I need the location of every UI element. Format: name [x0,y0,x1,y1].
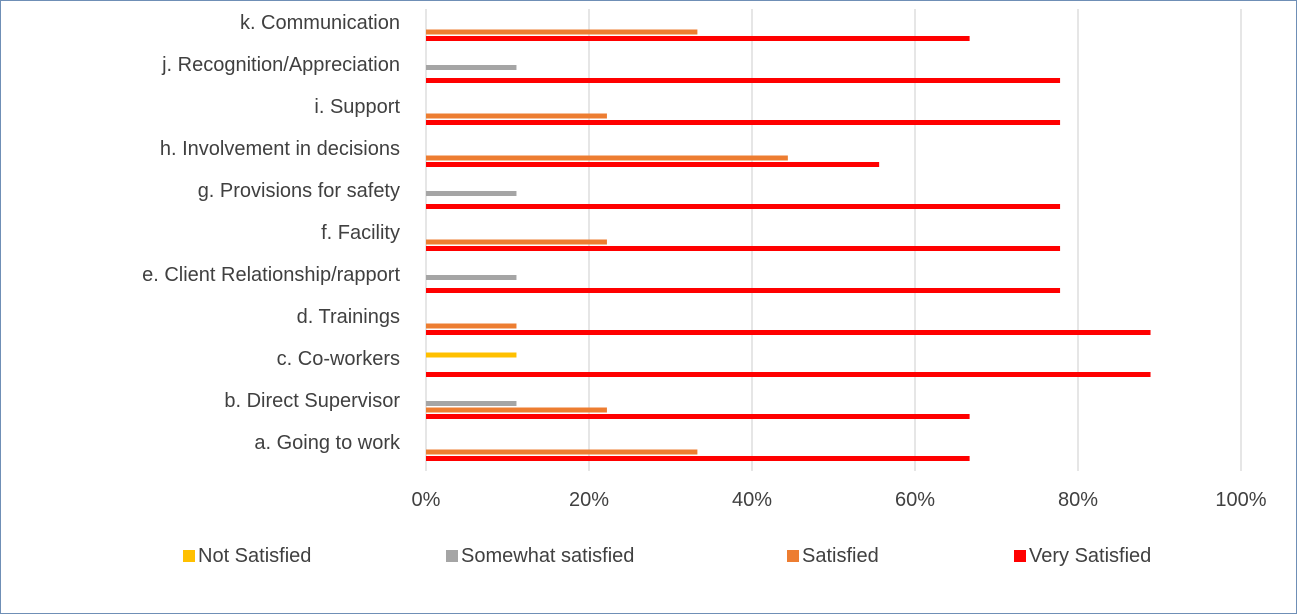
category-label: i. Support [314,96,400,118]
bar-1-4 [426,456,970,461]
legend-swatch [1014,550,1026,562]
bar-2-4 [426,414,970,419]
legend: Not Satisfied Somewhat satisfied Satisfied… [183,545,1151,567]
legend-swatch [787,550,799,562]
category-label: b. Direct Supervisor [224,390,400,412]
bar-5-2 [426,275,517,280]
bar-6-4 [426,246,1061,251]
legend-item: Not Satisfied [183,545,311,567]
x-tick-label: 40% [732,489,772,511]
legend-label: Not Satisfied [198,545,311,567]
bar-4-4 [426,330,1151,335]
bar-9-3 [426,113,607,119]
bar-3-4 [426,372,1151,377]
bar-5-4 [426,288,1061,293]
bar-8-4 [426,162,880,167]
x-tick-label: 60% [895,489,935,511]
bars [426,29,1151,461]
legend-item: Somewhat satisfied [446,545,634,567]
category-label: h. Involvement in decisions [160,138,400,160]
bar-6-3 [426,239,607,245]
bar-7-4 [426,204,1061,209]
bar-4-3 [426,323,517,329]
category-label: a. Going to work [254,432,401,454]
gridlines [425,9,1242,471]
bar-2-3 [426,407,607,413]
category-label: g. Provisions for safety [198,180,400,202]
category-label: c. Co-workers [277,348,400,370]
bar-9-4 [426,120,1061,125]
x-tick-label: 20% [569,489,609,511]
bar-2-2 [426,401,517,406]
legend-label: Somewhat satisfied [461,545,634,567]
bar-7-2 [426,191,517,196]
x-tick-label: 100% [1215,489,1266,511]
bar-3-1 [426,352,517,358]
category-label: j. Recognition/Appreciation [161,54,400,76]
legend-swatch [446,550,458,562]
category-label: e. Client Relationship/rapport [142,264,400,286]
legend-swatch [183,550,195,562]
category-label: d. Trainings [297,306,400,328]
category-label: k. Communication [240,12,400,34]
x-tick-label: 80% [1058,489,1098,511]
legend-item: Satisfied [787,545,879,567]
bar-10-4 [426,78,1061,83]
bar-8-3 [426,155,788,161]
bar-1-3 [426,449,698,455]
bar-10-2 [426,65,517,70]
category-labels: a. Going to work b. Direct Supervisor c. C… [142,12,401,454]
category-label: f. Facility [321,222,400,244]
bar-11-4 [426,36,970,41]
legend-label: Satisfied [802,545,879,567]
legend-item: Very Satisfied [1014,545,1151,567]
bar-11-3 [426,29,698,35]
legend-label: Very Satisfied [1029,545,1151,567]
x-tick-labels: 0% 20% 40% 60% 80% 100% [412,489,1267,511]
x-tick-label: 0% [412,489,441,511]
